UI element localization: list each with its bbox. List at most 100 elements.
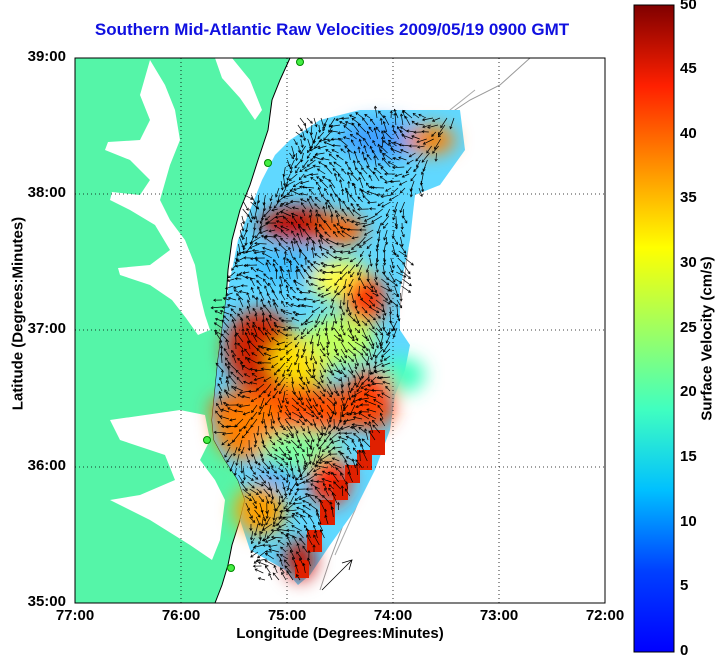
velocity-arrow	[261, 509, 266, 522]
velocity-arrow	[382, 299, 391, 305]
velocity-arrow-head	[301, 331, 304, 335]
velocity-arrow	[289, 460, 293, 471]
velocity-arrow	[358, 439, 364, 448]
velocity-arrow	[251, 287, 254, 294]
velocity-arrow	[366, 355, 370, 366]
velocity-arrow	[361, 450, 368, 462]
velocity-arrow-head	[256, 361, 260, 365]
velocity-arrow	[237, 313, 244, 322]
velocity-arrow	[339, 271, 348, 280]
velocity-arrow-head	[282, 195, 286, 199]
velocity-arrow-head	[355, 462, 359, 466]
velocity-arrow-head	[312, 299, 316, 303]
velocity-arrow	[315, 152, 325, 155]
velocity-arrow-head	[250, 197, 254, 200]
velocity-arrow	[264, 237, 274, 245]
velocity-arrow	[232, 354, 237, 364]
velocity-arrow	[273, 565, 278, 574]
velocity-arrow-head	[351, 335, 355, 339]
velocity-arrow	[258, 561, 269, 567]
velocity-arrow	[251, 194, 256, 205]
velocity-arrow-head	[381, 392, 385, 396]
velocity-arrow-head	[306, 381, 310, 385]
velocity-arrow	[300, 138, 304, 148]
velocity-arrow-head	[364, 428, 368, 432]
velocity-arrow	[252, 474, 259, 480]
velocity-arrow-head	[408, 154, 412, 158]
velocity-arrow	[324, 231, 331, 238]
velocity-arrow-head	[279, 290, 283, 294]
velocity-arrow	[290, 287, 296, 294]
velocity-arrow	[325, 327, 328, 336]
velocity-arrow-head	[339, 121, 343, 124]
velocity-arrow-head	[259, 406, 263, 410]
velocity-arrow-head	[244, 348, 248, 352]
velocity-arrow	[384, 355, 391, 361]
velocity-arrow-head	[215, 331, 218, 335]
velocity-arrow	[246, 315, 251, 322]
velocity-arrow	[341, 243, 351, 247]
velocity-arrow-head	[306, 222, 310, 226]
velocity-arrow-head	[379, 346, 384, 350]
velocity-arrow-head	[238, 404, 242, 409]
velocity-arrow	[286, 348, 293, 354]
velocity-arrow-head	[324, 187, 327, 191]
velocity-arrow	[370, 376, 377, 383]
velocity-arrow	[348, 250, 357, 254]
velocity-arrow	[340, 362, 346, 371]
velocity-arrow	[415, 123, 424, 126]
velocity-arrow	[223, 402, 230, 406]
velocity-arrow	[382, 264, 385, 274]
velocity-arrow-head	[250, 550, 254, 554]
velocity-arrow-head	[337, 428, 341, 432]
velocity-arrow-head	[314, 324, 318, 328]
velocity-arrow-head	[278, 243, 282, 247]
velocity-arrow-head	[299, 397, 303, 401]
velocity-arrow	[285, 534, 292, 546]
velocity-arrow	[258, 404, 265, 415]
velocity-arrow-head	[329, 501, 333, 505]
velocity-arrow-head	[382, 317, 386, 321]
velocity-arrow	[431, 131, 437, 137]
velocity-arrow	[307, 467, 314, 476]
velocity-arrow	[372, 382, 384, 385]
velocity-arrow-head	[240, 361, 244, 365]
velocity-arrow-head	[258, 490, 263, 494]
velocity-arrow	[287, 187, 294, 196]
velocity-arrow-head	[252, 545, 257, 549]
velocity-arrow-head	[308, 214, 312, 218]
velocity-arrow	[302, 131, 306, 141]
velocity-arrow-head	[324, 487, 327, 491]
velocity-arrow	[221, 370, 223, 378]
velocity-arrow	[298, 225, 303, 238]
x-tick-label: 72:00	[585, 607, 625, 624]
velocity-arrow	[313, 467, 321, 472]
velocity-arrow	[340, 472, 346, 483]
velocity-arrow	[340, 313, 343, 321]
velocity-arrow	[307, 145, 313, 153]
velocity-arrow	[286, 173, 291, 181]
velocity-arrow-head	[280, 225, 284, 229]
velocity-arrow	[340, 425, 350, 430]
velocity-arrow-head	[287, 440, 292, 444]
velocity-arrow	[372, 292, 379, 297]
velocity-arrow	[234, 467, 237, 476]
velocity-arrow-head	[367, 414, 371, 418]
velocity-arrow	[280, 229, 289, 238]
velocity-arrow-head	[381, 130, 385, 134]
velocity-arrow-head	[244, 488, 248, 492]
velocity-arrow	[337, 174, 345, 182]
velocity-arrow-head	[264, 431, 268, 435]
velocity-arrow-head	[225, 375, 229, 379]
velocity-arrow-head	[258, 536, 262, 540]
velocity-arrow	[343, 292, 345, 305]
velocity-arrow	[303, 460, 312, 470]
velocity-arrow	[308, 188, 315, 196]
velocity-arrow-head	[225, 338, 229, 343]
velocity-arrow	[271, 446, 278, 452]
velocity-arrow-head	[364, 310, 368, 314]
velocity-arrow	[329, 246, 336, 252]
velocity-arrow-head	[233, 472, 237, 477]
velocity-arrow	[281, 203, 292, 210]
velocity-arrow-head	[333, 230, 336, 235]
